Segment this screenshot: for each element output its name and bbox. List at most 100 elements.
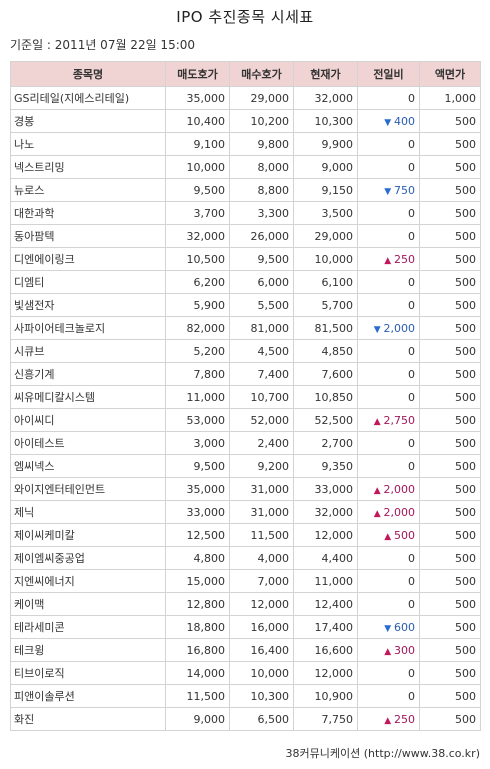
ask-price: 9,500 bbox=[165, 178, 230, 202]
bid-price: 3,300 bbox=[229, 201, 294, 225]
current-price: 16,600 bbox=[293, 638, 358, 662]
stock-name: 뉴로스 bbox=[10, 178, 166, 202]
bid-price: 8,000 bbox=[229, 155, 294, 179]
bid-price: 10,700 bbox=[229, 385, 294, 409]
col-header-name: 종목명 bbox=[10, 61, 166, 87]
price-change: 0 bbox=[357, 155, 420, 179]
price-change-value: 0 bbox=[408, 275, 415, 289]
bid-price: 7,000 bbox=[229, 569, 294, 593]
table-row: 경봉 10,400 10,200 10,300 ▼ 400 500 bbox=[10, 109, 481, 133]
table-row: 나노 9,100 9,800 9,900 0 500 bbox=[10, 132, 481, 156]
up-arrow-icon: ▲ bbox=[373, 485, 384, 496]
stock-name: 시큐브 bbox=[10, 339, 166, 363]
par-value: 500 bbox=[419, 569, 481, 593]
price-change-value: 0 bbox=[408, 459, 415, 473]
stock-name: 디엠티 bbox=[10, 270, 166, 294]
ask-price: 6,200 bbox=[165, 270, 230, 294]
par-value: 500 bbox=[419, 408, 481, 432]
stock-name: 아이씨디 bbox=[10, 408, 166, 432]
par-value: 500 bbox=[419, 270, 481, 294]
table-row: 제이씨케미칼 12,500 11,500 12,000 ▲ 500 500 bbox=[10, 523, 481, 547]
table-row: 사파이어테크놀로지 82,000 81,000 81,500 ▼ 2,000 500 bbox=[10, 316, 481, 340]
table-row: 빛샘전자 5,900 5,500 5,700 0 500 bbox=[10, 293, 481, 317]
price-change-value: 0 bbox=[408, 298, 415, 312]
ask-price: 3,700 bbox=[165, 201, 230, 225]
price-change-value: 0 bbox=[408, 137, 415, 151]
price-change: ▲ 250 bbox=[357, 707, 420, 731]
table-row: 대한과학 3,700 3,300 3,500 0 500 bbox=[10, 201, 481, 225]
up-arrow-icon: ▲ bbox=[384, 646, 394, 657]
bid-price: 11,500 bbox=[229, 523, 294, 547]
price-change: ▲ 250 bbox=[357, 247, 420, 271]
ask-price: 10,400 bbox=[165, 109, 230, 133]
ask-price: 35,000 bbox=[165, 477, 230, 501]
par-value: 500 bbox=[419, 155, 481, 179]
current-price: 9,150 bbox=[293, 178, 358, 202]
bid-price: 31,000 bbox=[229, 477, 294, 501]
par-value: 500 bbox=[419, 546, 481, 570]
bid-price: 7,400 bbox=[229, 362, 294, 386]
bid-price: 9,500 bbox=[229, 247, 294, 271]
stock-name: 대한과학 bbox=[10, 201, 166, 225]
current-price: 4,400 bbox=[293, 546, 358, 570]
stock-name: 와이지엔터테인먼트 bbox=[10, 477, 166, 501]
stock-name: 디엔에이링크 bbox=[10, 247, 166, 271]
ask-price: 16,800 bbox=[165, 638, 230, 662]
current-price: 52,500 bbox=[293, 408, 358, 432]
current-price: 4,850 bbox=[293, 339, 358, 363]
price-change-value: 0 bbox=[408, 390, 415, 404]
table-row: GS리테일(지에스리테일) 35,000 29,000 32,000 0 1,000 bbox=[10, 86, 481, 110]
bid-price: 52,000 bbox=[229, 408, 294, 432]
bid-price: 6,000 bbox=[229, 270, 294, 294]
current-price: 9,900 bbox=[293, 132, 358, 156]
source-credit: 38커뮤니케이션 (http://www.38.co.kr) bbox=[285, 747, 480, 760]
table-row: 아이씨디 53,000 52,000 52,500 ▲ 2,750 500 bbox=[10, 408, 481, 432]
up-arrow-icon: ▲ bbox=[373, 508, 384, 519]
price-change: 0 bbox=[357, 362, 420, 386]
ask-price: 14,000 bbox=[165, 661, 230, 685]
current-price: 33,000 bbox=[293, 477, 358, 501]
price-change: ▲ 500 bbox=[357, 523, 420, 547]
ask-price: 5,900 bbox=[165, 293, 230, 317]
col-header-bid: 매수호가 bbox=[229, 61, 294, 87]
stock-name: 화진 bbox=[10, 707, 166, 731]
current-price: 12,000 bbox=[293, 661, 358, 685]
price-change-value: 0 bbox=[408, 666, 415, 680]
current-price: 11,000 bbox=[293, 569, 358, 593]
table-row: 케이맥 12,800 12,000 12,400 0 500 bbox=[10, 592, 481, 616]
bid-price: 26,000 bbox=[229, 224, 294, 248]
stock-name: GS리테일(지에스리테일) bbox=[10, 86, 166, 110]
bid-price: 16,000 bbox=[229, 615, 294, 639]
price-change: ▲ 2,750 bbox=[357, 408, 420, 432]
bid-price: 31,000 bbox=[229, 500, 294, 524]
price-change: 0 bbox=[357, 661, 420, 685]
stock-name: 티브이로직 bbox=[10, 661, 166, 685]
current-price: 9,000 bbox=[293, 155, 358, 179]
par-value: 500 bbox=[419, 684, 481, 708]
stock-name: 아이테스트 bbox=[10, 431, 166, 455]
current-price: 3,500 bbox=[293, 201, 358, 225]
price-change: 0 bbox=[357, 684, 420, 708]
current-price: 10,300 bbox=[293, 109, 358, 133]
price-change: 0 bbox=[357, 270, 420, 294]
price-change-value: 0 bbox=[408, 436, 415, 450]
price-change: ▲ 2,000 bbox=[357, 477, 420, 501]
price-change: ▲ 2,000 bbox=[357, 500, 420, 524]
price-change: ▼ 600 bbox=[357, 615, 420, 639]
current-price: 10,900 bbox=[293, 684, 358, 708]
par-value: 500 bbox=[419, 385, 481, 409]
ask-price: 11,500 bbox=[165, 684, 230, 708]
price-change: ▼ 2,000 bbox=[357, 316, 420, 340]
bid-price: 12,000 bbox=[229, 592, 294, 616]
table-row: 동아팜텍 32,000 26,000 29,000 0 500 bbox=[10, 224, 481, 248]
table-row: 아이테스트 3,000 2,400 2,700 0 500 bbox=[10, 431, 481, 455]
table-body: GS리테일(지에스리테일) 35,000 29,000 32,000 0 1,000 경봉 1… bbox=[10, 86, 481, 731]
par-value: 500 bbox=[419, 362, 481, 386]
header-row: 종목명 매도호가 매수호가 현재가 전일비 액면가 bbox=[10, 61, 481, 87]
ask-price: 53,000 bbox=[165, 408, 230, 432]
bid-price: 4,000 bbox=[229, 546, 294, 570]
price-change-value: 0 bbox=[408, 689, 415, 703]
current-price: 29,000 bbox=[293, 224, 358, 248]
page-title: IPO 추진종목 시세표 bbox=[176, 8, 314, 26]
bid-price: 10,300 bbox=[229, 684, 294, 708]
